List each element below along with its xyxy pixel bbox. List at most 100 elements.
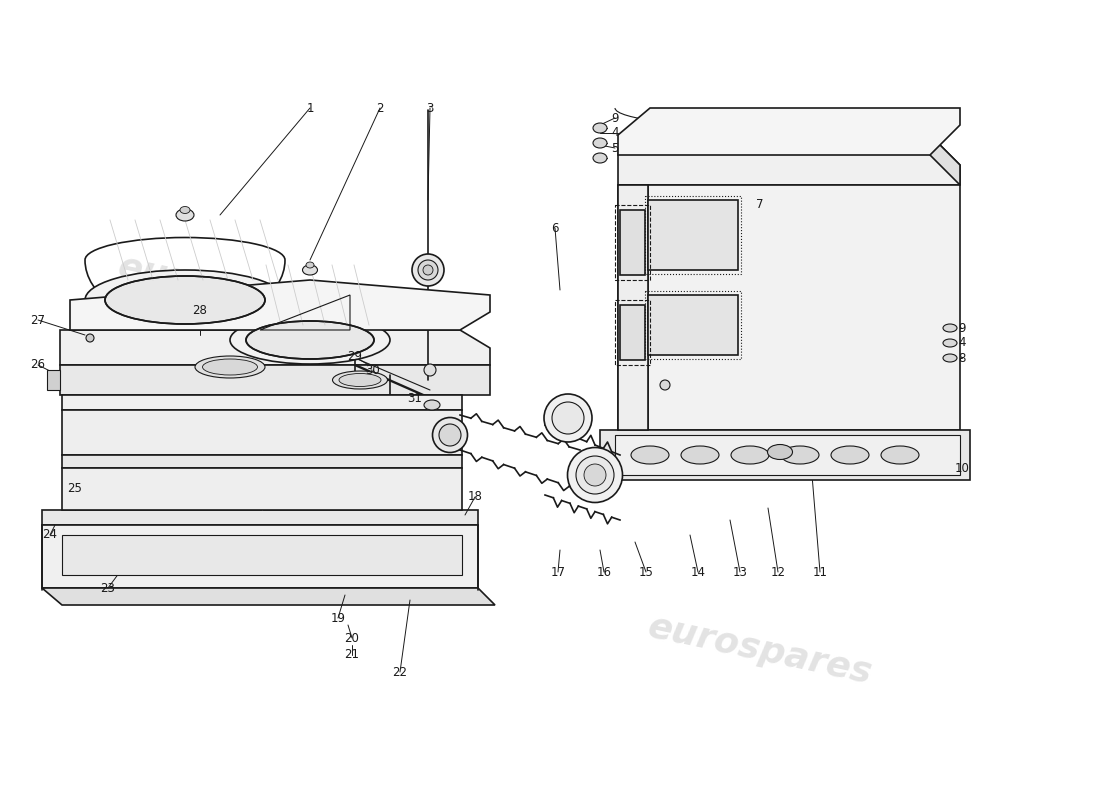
Ellipse shape — [176, 209, 194, 221]
Ellipse shape — [339, 374, 381, 386]
Ellipse shape — [195, 356, 265, 378]
Ellipse shape — [202, 359, 257, 375]
Ellipse shape — [943, 339, 957, 347]
Polygon shape — [648, 185, 960, 430]
Polygon shape — [62, 395, 462, 410]
Ellipse shape — [830, 446, 869, 464]
Ellipse shape — [230, 316, 390, 364]
Text: 9: 9 — [958, 322, 966, 334]
Bar — [615, 300, 650, 365]
Bar — [648, 295, 738, 355]
Text: 28: 28 — [192, 303, 208, 317]
Ellipse shape — [544, 394, 592, 442]
Ellipse shape — [584, 464, 606, 486]
Ellipse shape — [424, 364, 436, 376]
Polygon shape — [42, 525, 479, 588]
Polygon shape — [42, 588, 495, 605]
Ellipse shape — [418, 260, 438, 280]
Text: 18: 18 — [468, 490, 483, 503]
Polygon shape — [60, 330, 490, 365]
Ellipse shape — [424, 400, 440, 410]
Polygon shape — [615, 435, 960, 475]
Text: 10: 10 — [955, 462, 969, 474]
Text: 15: 15 — [639, 566, 653, 578]
Ellipse shape — [631, 446, 669, 464]
Ellipse shape — [432, 418, 468, 453]
Polygon shape — [618, 108, 960, 155]
Ellipse shape — [85, 270, 285, 330]
Text: 4: 4 — [958, 337, 966, 350]
Text: 23: 23 — [100, 582, 116, 594]
Text: eurospares: eurospares — [645, 400, 876, 480]
Ellipse shape — [881, 446, 918, 464]
Polygon shape — [930, 135, 960, 185]
Text: 4: 4 — [612, 126, 618, 139]
Text: 19: 19 — [330, 611, 345, 625]
Ellipse shape — [568, 447, 623, 502]
Ellipse shape — [412, 254, 444, 286]
Ellipse shape — [593, 153, 607, 163]
Polygon shape — [42, 510, 479, 525]
Text: 3: 3 — [427, 102, 433, 114]
Bar — [645, 196, 741, 274]
Ellipse shape — [781, 446, 820, 464]
Ellipse shape — [660, 380, 670, 390]
Polygon shape — [62, 410, 462, 455]
Text: 26: 26 — [31, 358, 45, 371]
Ellipse shape — [576, 456, 614, 494]
Ellipse shape — [86, 334, 94, 342]
Polygon shape — [62, 535, 462, 575]
Polygon shape — [618, 185, 648, 430]
Bar — [620, 305, 645, 360]
Polygon shape — [618, 135, 960, 185]
Text: 5: 5 — [612, 142, 618, 154]
Ellipse shape — [552, 402, 584, 434]
Text: 21: 21 — [344, 649, 360, 662]
Text: 8: 8 — [958, 351, 966, 365]
Text: 7: 7 — [757, 198, 763, 211]
Polygon shape — [600, 430, 970, 480]
Text: 6: 6 — [551, 222, 559, 234]
Ellipse shape — [681, 446, 719, 464]
Ellipse shape — [306, 262, 313, 268]
Ellipse shape — [593, 138, 607, 148]
Ellipse shape — [439, 424, 461, 446]
Polygon shape — [618, 185, 648, 430]
Text: 9: 9 — [612, 111, 618, 125]
Text: eurospares: eurospares — [114, 250, 345, 330]
Text: 13: 13 — [733, 566, 747, 578]
Text: 29: 29 — [348, 350, 363, 363]
Text: 31: 31 — [408, 391, 422, 405]
Polygon shape — [62, 468, 462, 510]
Ellipse shape — [593, 123, 607, 133]
Ellipse shape — [302, 265, 318, 275]
Ellipse shape — [332, 371, 387, 389]
Ellipse shape — [246, 321, 374, 359]
Text: 27: 27 — [31, 314, 45, 326]
Text: 24: 24 — [43, 529, 57, 542]
Polygon shape — [70, 280, 490, 330]
Polygon shape — [62, 455, 462, 468]
Ellipse shape — [104, 276, 265, 324]
Ellipse shape — [768, 445, 792, 459]
Bar — [648, 200, 738, 270]
Text: 22: 22 — [393, 666, 407, 678]
Ellipse shape — [732, 446, 769, 464]
Bar — [620, 210, 645, 275]
Text: 17: 17 — [550, 566, 565, 578]
Text: 20: 20 — [344, 631, 360, 645]
Text: 11: 11 — [813, 566, 827, 578]
Text: 16: 16 — [596, 566, 612, 578]
Ellipse shape — [943, 324, 957, 332]
Ellipse shape — [943, 354, 957, 362]
Bar — [615, 205, 650, 280]
Text: 30: 30 — [365, 363, 381, 377]
Text: eurospares: eurospares — [645, 610, 876, 690]
Text: 2: 2 — [376, 102, 384, 114]
Text: 12: 12 — [770, 566, 785, 578]
Text: 25: 25 — [67, 482, 82, 494]
Polygon shape — [47, 370, 60, 390]
Polygon shape — [60, 365, 490, 395]
Text: 1: 1 — [306, 102, 313, 114]
Bar — [645, 291, 741, 359]
